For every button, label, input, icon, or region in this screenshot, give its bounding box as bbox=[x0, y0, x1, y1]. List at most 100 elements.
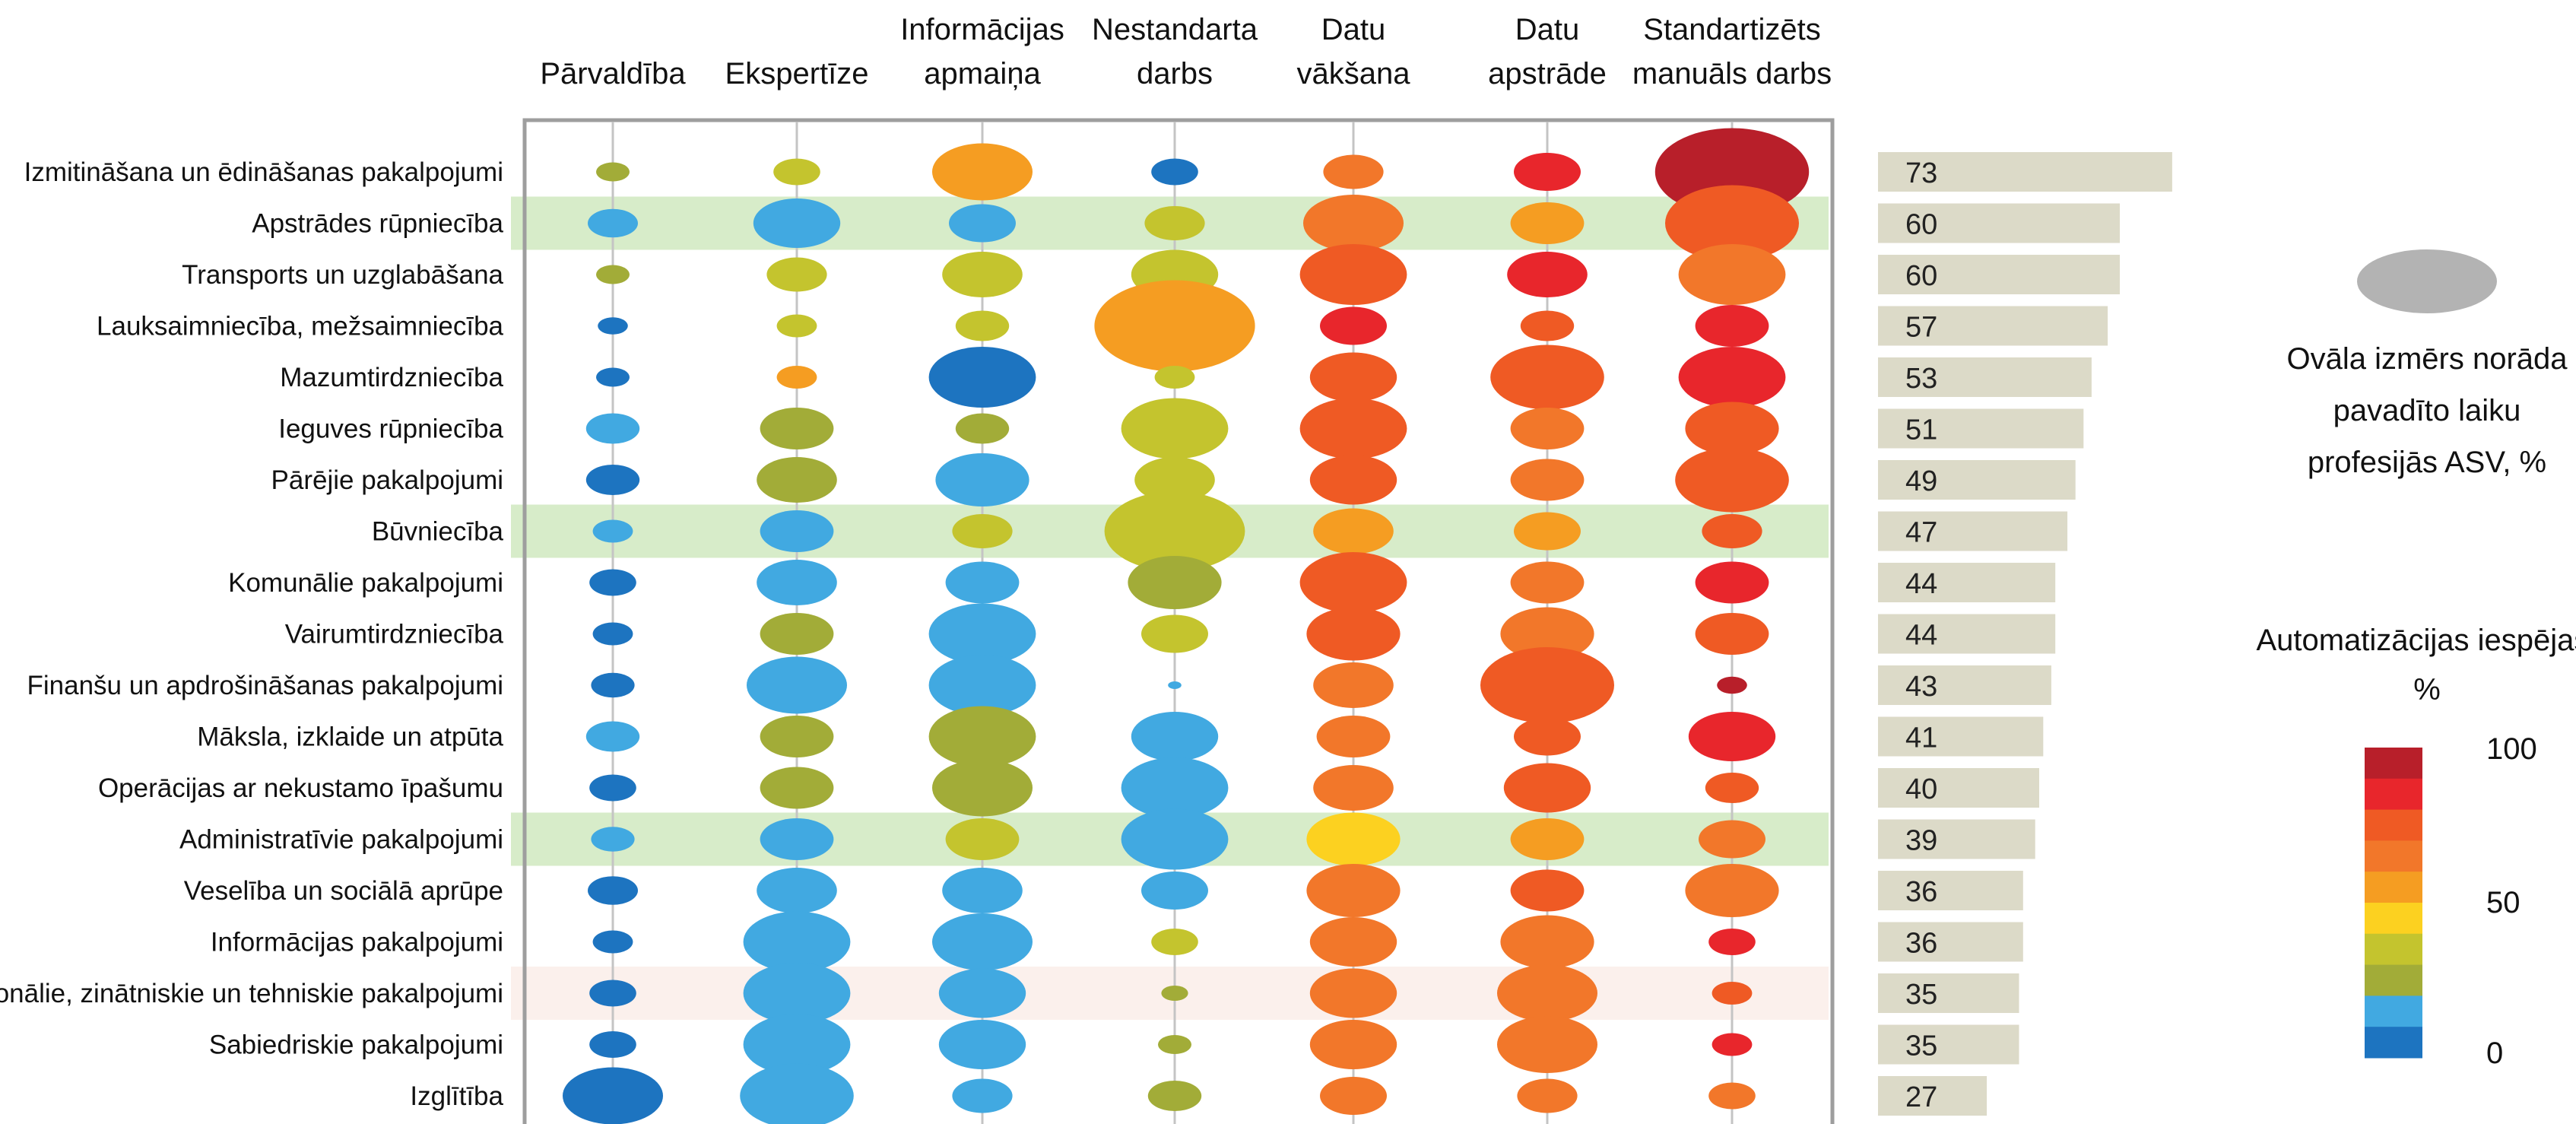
bubble bbox=[1299, 244, 1407, 305]
row-label: Operācijas ar nekustamo īpašumu bbox=[98, 773, 503, 803]
row-label: Finanšu un apdrošināšanas pakalpojumi bbox=[27, 671, 503, 700]
row-label: Izglītība bbox=[410, 1081, 503, 1111]
value-bar bbox=[1878, 922, 2023, 962]
bubble bbox=[1702, 514, 1762, 548]
bubble bbox=[928, 347, 1036, 408]
bar-value-label: 41 bbox=[1905, 722, 1937, 754]
bubble bbox=[945, 561, 1020, 604]
bubble bbox=[1144, 206, 1205, 240]
color-scale-step bbox=[2365, 872, 2422, 903]
row-label: Administratīvie pakalpojumi bbox=[179, 825, 503, 855]
bubble bbox=[1320, 306, 1387, 345]
bubble bbox=[1685, 402, 1779, 456]
bubble bbox=[591, 672, 635, 698]
value-bar bbox=[1878, 511, 2068, 551]
bubble bbox=[1497, 1016, 1597, 1073]
column-header: apmaiņa bbox=[924, 57, 1041, 90]
bubble bbox=[1313, 662, 1394, 708]
value-bar bbox=[1878, 255, 2120, 294]
value-bar bbox=[1878, 871, 2023, 910]
bubble bbox=[760, 716, 834, 757]
bubble bbox=[1507, 252, 1588, 297]
row-label: Būvniecība bbox=[372, 517, 504, 547]
bar-value-label: 36 bbox=[1905, 928, 1937, 960]
bubble bbox=[945, 818, 1020, 860]
bubble bbox=[1147, 1081, 1202, 1111]
row-label: Komunālie pakalpojumi bbox=[228, 568, 503, 598]
bubble bbox=[592, 519, 633, 543]
bubble bbox=[1121, 398, 1229, 459]
bubble bbox=[1497, 964, 1597, 1022]
value-bar bbox=[1878, 306, 2108, 346]
bubble bbox=[1313, 765, 1394, 811]
row-label: Ieguves rūpniecība bbox=[278, 414, 503, 444]
bubble bbox=[766, 257, 827, 292]
bubble bbox=[1500, 607, 1594, 661]
color-scale-step bbox=[2365, 748, 2422, 779]
bubble bbox=[757, 457, 837, 503]
bubble bbox=[1678, 347, 1786, 408]
bubble bbox=[743, 963, 851, 1024]
bubble bbox=[1121, 808, 1229, 870]
bubble bbox=[1299, 552, 1407, 613]
bubble bbox=[955, 310, 1010, 341]
bubble bbox=[1320, 1077, 1387, 1115]
bubble bbox=[1500, 915, 1594, 969]
color-scale-step bbox=[2365, 840, 2422, 872]
bubble bbox=[1141, 614, 1208, 653]
bubble bbox=[760, 818, 834, 860]
bubble bbox=[1309, 1020, 1397, 1069]
bubble bbox=[592, 622, 633, 646]
bubble bbox=[1503, 763, 1591, 813]
row-label: Apstrādes rūpniecība bbox=[252, 209, 503, 239]
bubble bbox=[563, 1067, 663, 1124]
bubble bbox=[1490, 345, 1604, 410]
bubble bbox=[1514, 512, 1581, 551]
column-header: apstrāde bbox=[1488, 57, 1607, 90]
color-scale-step bbox=[2365, 933, 2422, 966]
row-label: Transports un uzglabāšana bbox=[182, 260, 503, 290]
bubble bbox=[1705, 773, 1759, 803]
bar-value-label: 44 bbox=[1905, 620, 1937, 652]
size-legend-line-3: profesijās ASV, % bbox=[2308, 446, 2546, 479]
bubble bbox=[1158, 1035, 1191, 1054]
bubble bbox=[1306, 864, 1401, 917]
bar-value-label: 60 bbox=[1905, 260, 1937, 292]
bubble bbox=[1712, 982, 1753, 1005]
bubble bbox=[1665, 185, 1799, 262]
scale-label-100: 100 bbox=[2486, 732, 2537, 766]
column-headers: Pārvaldība Ekspertīze Informācijas apmaiņa N… bbox=[540, 13, 1832, 90]
bubble bbox=[589, 774, 636, 802]
bubble bbox=[949, 204, 1016, 243]
color-scale-step bbox=[2365, 809, 2422, 841]
bubble bbox=[1514, 153, 1581, 191]
bubble bbox=[598, 317, 628, 335]
row-label: Māksla, izklaide un atpūta bbox=[197, 722, 503, 752]
bar-panel: 73 60 60 57 53 51 49 47 44 44 43 41 40 39 36 36 35 35 27 bbox=[1878, 152, 2172, 1116]
bar-value-label: 36 bbox=[1905, 876, 1937, 908]
bar-value-label: 47 bbox=[1905, 517, 1937, 549]
bubble bbox=[1161, 986, 1188, 1001]
bar-value-label: 51 bbox=[1905, 414, 1937, 446]
bubble bbox=[1510, 408, 1585, 449]
bubble bbox=[938, 968, 1026, 1018]
bubble bbox=[760, 510, 834, 552]
bubble bbox=[589, 980, 636, 1007]
column-header-line-1: Informācijas bbox=[900, 13, 1064, 46]
row-label: Profesionālie, zinātniskie un tehniskie … bbox=[0, 979, 503, 1008]
size-legend-line-1: Ovāla izmērs norāda bbox=[2286, 342, 2568, 376]
bubble bbox=[1695, 613, 1769, 655]
bubble bbox=[776, 366, 817, 389]
bubble bbox=[757, 560, 837, 605]
bubble bbox=[1168, 681, 1182, 689]
bar-value-label: 44 bbox=[1905, 568, 1937, 600]
bubble bbox=[1712, 1033, 1753, 1056]
bubble bbox=[1306, 607, 1401, 661]
value-bar bbox=[1878, 408, 2084, 449]
bubble bbox=[1675, 447, 1789, 513]
value-bar bbox=[1878, 460, 2076, 500]
bubble bbox=[932, 143, 1033, 201]
bubble bbox=[1688, 712, 1776, 761]
bubble bbox=[928, 655, 1036, 716]
bar-value-label: 49 bbox=[1905, 465, 1937, 497]
